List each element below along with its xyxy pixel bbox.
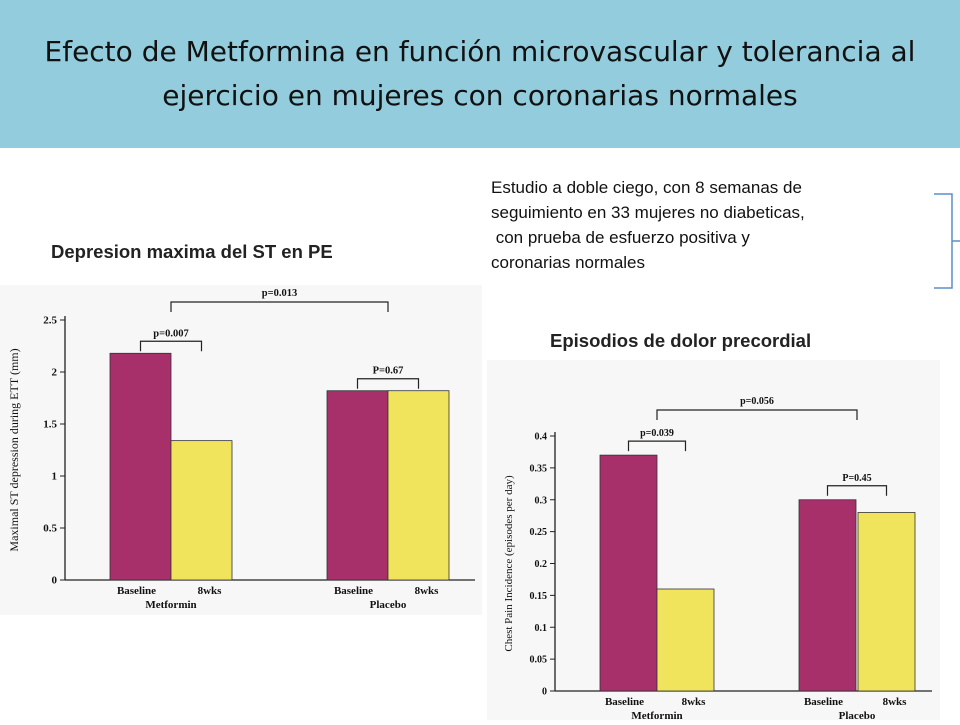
between-group-bracket	[170, 301, 389, 312]
bar-label: Baseline	[605, 696, 644, 708]
bar-label: Baseline	[117, 585, 156, 597]
p-value-label-between: p=0.056	[740, 396, 774, 407]
bar	[387, 390, 450, 581]
significance-bracket	[627, 440, 687, 452]
y-tick-label: 0.4	[535, 432, 548, 443]
description-line: Estudio a doble ciego, con 8 semanas de	[491, 178, 802, 197]
bar-label: 8wks	[198, 585, 223, 597]
study-description: Estudio a doble ciego, con 8 semanas de …	[491, 175, 941, 275]
y-axis-label: Chest Pain Incidence (episodes per day)	[503, 475, 515, 652]
y-tick-label: 0.25	[530, 527, 548, 538]
y-tick-label: 0.35	[530, 463, 548, 474]
slide-title-line: Efecto de Metformina en función microvas…	[44, 35, 916, 68]
bar-label: Baseline	[334, 585, 373, 597]
bar-label: 8wks	[682, 696, 707, 708]
description-line: seguimiento en 33 mujeres no diabeticas,	[491, 203, 805, 222]
bar-label: 8wks	[883, 696, 908, 708]
bar-label: 8wks	[415, 585, 440, 597]
description-line: coronarias normales	[491, 253, 646, 272]
brace-decoration	[934, 193, 960, 289]
bar-label: Baseline	[804, 696, 843, 708]
slide-title-line: ejercicio en mujeres con coronarias norm…	[162, 79, 798, 112]
left-chart-heading: Depresion maxima del ST en PE	[51, 241, 333, 262]
p-value-label: p=0.007	[153, 328, 188, 339]
right-chart-heading: Episodios de dolor precordial	[550, 330, 812, 351]
group-label: Metformin	[631, 710, 682, 720]
bar	[109, 352, 172, 581]
y-tick-label: 0.15	[530, 591, 548, 602]
slide-title: Efecto de Metformina en función microvas…	[0, 30, 960, 118]
bar	[857, 512, 916, 692]
y-tick-label: 2.5	[43, 315, 57, 327]
p-value-label-between: p=0.013	[262, 288, 297, 299]
y-tick-label: 0.05	[530, 655, 548, 666]
bar	[656, 588, 715, 692]
y-tick-label: 0.3	[535, 495, 548, 506]
group-label: Metformin	[145, 599, 196, 611]
title-banner	[0, 0, 960, 148]
significance-bracket	[139, 340, 203, 352]
st-depression-chart: 0 0.5 1 1.5 2 2.5 Maximal ST depression during…	[7, 288, 475, 611]
bar	[170, 440, 233, 581]
bar	[326, 390, 389, 581]
significance-bracket	[826, 485, 888, 496]
y-tick-label: 0	[52, 575, 58, 587]
p-value-label: P=0.45	[842, 473, 871, 484]
y-tick-label: 0.2	[535, 559, 548, 570]
between-group-bracket	[656, 409, 858, 420]
y-axis-label: Maximal ST depression during ETT (mm)	[7, 348, 21, 551]
y-tick-label: 0	[542, 687, 547, 698]
significance-bracket	[356, 378, 420, 389]
y-tick-label: 0.1	[535, 623, 548, 634]
p-value-label: P=0.67	[373, 366, 404, 377]
right-chart-panel: 0 0.05 0.1 0.15 0.2 0.25 0.3 0.35 0.4 Chest Pain …	[487, 360, 940, 722]
y-tick-label: 1	[52, 471, 58, 483]
left-chart-panel: 0 0.5 1 1.5 2 2.5 Maximal ST depression during…	[0, 285, 482, 615]
p-value-label: p=0.039	[640, 428, 674, 439]
bar	[599, 454, 658, 692]
y-tick-label: 0.5	[43, 523, 57, 535]
group-label: Placebo	[839, 710, 876, 720]
bar	[798, 499, 857, 692]
description-line: con prueba de esfuerzo positiva y	[491, 228, 750, 247]
y-tick-label: 1.5	[43, 419, 57, 431]
group-label: Placebo	[370, 599, 407, 611]
y-tick-label: 2	[52, 367, 58, 379]
chest-pain-chart: 0 0.05 0.1 0.15 0.2 0.25 0.3 0.35 0.4 Chest Pain …	[503, 396, 932, 722]
